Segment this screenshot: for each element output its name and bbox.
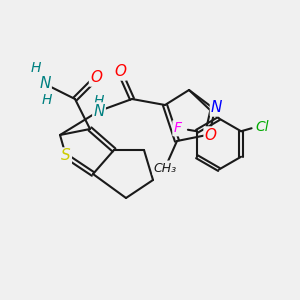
Text: F: F [173, 121, 181, 135]
Text: O: O [90, 70, 102, 86]
Text: H: H [41, 94, 52, 107]
Text: Cl: Cl [255, 120, 269, 134]
Text: O: O [114, 64, 126, 80]
Text: N: N [93, 103, 105, 118]
Text: N: N [39, 76, 51, 92]
Text: H: H [31, 61, 41, 74]
Text: O: O [205, 128, 217, 142]
Text: H: H [94, 94, 104, 108]
Text: S: S [61, 148, 71, 164]
Text: CH₃: CH₃ [153, 161, 177, 175]
Text: N: N [211, 100, 222, 116]
